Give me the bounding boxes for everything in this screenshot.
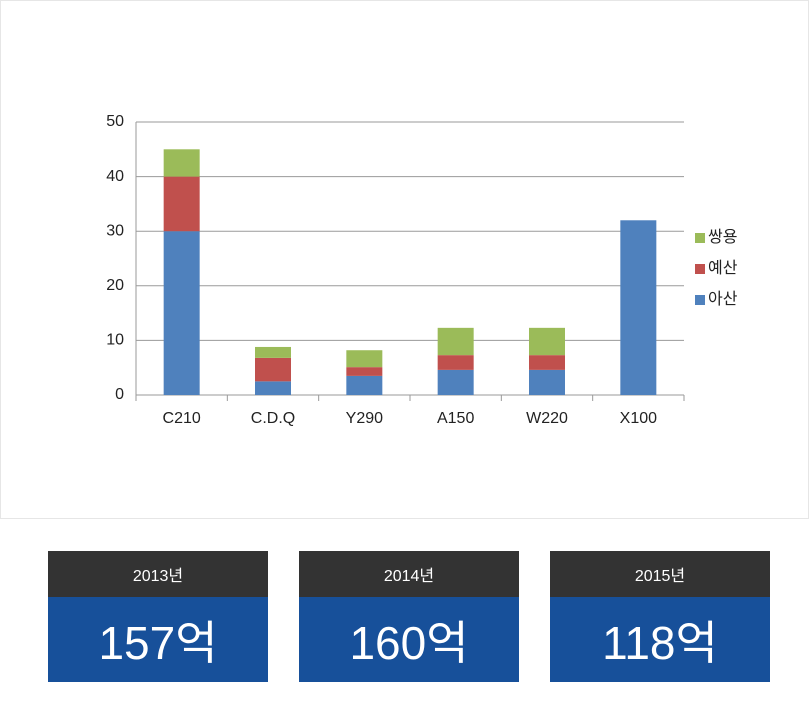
stat-card: 2013년 157억	[48, 551, 268, 682]
legend-swatch	[695, 264, 705, 274]
bar-segment	[529, 355, 565, 370]
bar-segment	[163, 149, 200, 177]
bar-segment	[163, 176, 200, 232]
y-tick-label: 40	[106, 168, 124, 185]
stat-card: 2015년 118억	[550, 551, 770, 682]
bar-segment	[255, 381, 291, 395]
x-tick-label: X100	[620, 410, 657, 427]
x-tick-label: Y290	[346, 410, 383, 427]
bar-segment	[346, 350, 383, 368]
chart: 0 10 20 30 40 50 C210 C.D.Q Y290 A150 W220 X100 아산 예산…	[106, 113, 738, 427]
x-tick-label: C.D.Q	[251, 410, 295, 427]
bar-segment	[255, 357, 291, 382]
x-tick-label: A150	[437, 410, 474, 427]
legend-swatch	[695, 233, 705, 243]
y-tick-label: 50	[106, 113, 124, 130]
bar-segment	[163, 231, 200, 395]
bar-segment	[437, 355, 474, 370]
stat-card: 2014년 160억	[299, 551, 519, 682]
chart-panel: 0 10 20 30 40 50 C210 C.D.Q Y290 A150 W220 X100 아산 예산…	[0, 0, 809, 519]
card-amount: 160억	[299, 597, 519, 682]
card-year: 2015년	[550, 551, 770, 597]
card-year: 2014년	[299, 551, 519, 597]
y-tick-label: 0	[115, 386, 124, 403]
bar-segment	[437, 369, 474, 395]
legend-swatch	[695, 295, 705, 305]
bar-segment	[620, 220, 657, 395]
x-tick-label: W220	[526, 410, 568, 427]
bar-segment	[529, 327, 565, 356]
card-year: 2013년	[48, 551, 268, 597]
bar-segment	[255, 346, 291, 358]
card-amount: 118억	[550, 597, 770, 682]
legend-label: 아산	[708, 290, 738, 308]
x-tick-label: C210	[163, 410, 201, 427]
legend-label: 쌍용	[708, 228, 737, 246]
legend-label: 예산	[708, 259, 738, 277]
card-amount: 157억	[48, 597, 268, 682]
bar-segment	[529, 369, 565, 395]
y-tick-label: 30	[106, 222, 124, 239]
bar-segment	[437, 327, 474, 356]
bar-segment	[346, 375, 383, 395]
y-tick-label: 10	[106, 332, 124, 349]
y-tick-label: 20	[106, 277, 124, 294]
bar-segment	[346, 367, 383, 376]
